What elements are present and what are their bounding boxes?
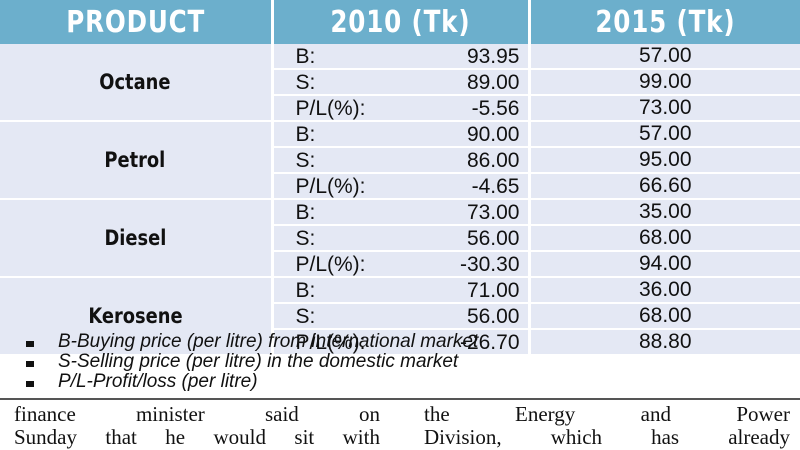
cell-2010: P/L(%): -5.56 [272, 95, 531, 122]
table-row: P/L(%): -26.70 88.80 [0, 329, 800, 356]
value-2015: 57.00 [529, 44, 800, 70]
value-2010: 56.00 [466, 227, 520, 250]
cell-2010: S: 56.00 [272, 303, 531, 330]
table-row: S: 56.00 68.00 [0, 303, 800, 330]
table-row: S: 56.00 68.00 [0, 225, 800, 252]
value-2015: 94.00 [529, 251, 800, 278]
legend-text: P/L-Profit/loss (per litre) [58, 371, 258, 392]
table-row: Octane B: 93.95 57.00 [0, 44, 800, 122]
divider [0, 398, 800, 400]
value-2010: -4.65 [471, 175, 520, 198]
row-label: S: [295, 305, 316, 328]
product-name: Diesel [0, 199, 274, 278]
bullet-icon [26, 381, 34, 387]
legend-item: P/L-Profit/loss (per litre) [26, 372, 478, 392]
product-name: Petrol [0, 121, 274, 200]
table-row: P/L(%): -4.65 66.60 [0, 173, 800, 200]
value-2015: 88.80 [529, 329, 800, 356]
bullet-icon [26, 341, 34, 347]
article-column-left: finance minister said on Sunday that he would s… [14, 403, 380, 449]
row-label: B: [295, 123, 316, 146]
row-label: B: [295, 201, 316, 224]
legend: B-Buying price (per litre) from internat… [26, 332, 478, 392]
article-line: finance minister said on [14, 402, 380, 426]
cell-2010: B: 93.95 [272, 44, 531, 70]
row-label: B: [295, 279, 316, 302]
value-2015: 35.00 [529, 199, 800, 226]
legend-item: B-Buying price (per litre) from internat… [26, 332, 478, 352]
cell-2010: B: 73.00 [272, 199, 531, 226]
table-row: S: 89.00 99.00 [0, 69, 800, 96]
cell-2010: S: 56.00 [272, 225, 531, 252]
value-2010: 73.00 [466, 201, 520, 224]
value-2015: 73.00 [529, 95, 800, 122]
row-label: S: [295, 149, 316, 172]
row-label: B: [295, 45, 316, 68]
cell-2010: P/L(%): -30.30 [272, 251, 531, 278]
article-column-right: the Energy and Power Division, which has alrea… [424, 403, 790, 449]
product-name: Octane [0, 44, 274, 122]
table-row: Diesel B: 73.00 35.00 [0, 199, 800, 278]
cell-2010: P/L(%): -26.70 [272, 329, 531, 356]
value-2015: 95.00 [529, 147, 800, 174]
value-2010: 86.00 [466, 149, 520, 172]
cell-2010: S: 86.00 [272, 147, 531, 174]
value-2010: -30.30 [459, 253, 520, 276]
value-2010: 93.95 [466, 45, 520, 68]
value-2015: 99.00 [529, 69, 800, 96]
value-2010: 89.00 [466, 71, 520, 94]
product-name: Kerosene [0, 277, 274, 356]
table-row: Kerosene B: 71.00 36.00 [0, 277, 800, 356]
row-label: P/L(%): [295, 331, 366, 354]
row-label: S: [295, 71, 316, 94]
value-2015: 36.00 [529, 277, 800, 304]
header-2010: 2010 (Tk) [272, 0, 531, 44]
article-line: Division, which has already [424, 425, 790, 449]
row-label: S: [295, 227, 316, 250]
cell-2010: B: 71.00 [272, 277, 531, 304]
table-row: P/L(%): -30.30 94.00 [0, 251, 800, 278]
cell-2010: B: 90.00 [272, 121, 531, 148]
row-label: P/L(%): [295, 253, 366, 276]
table-body: Octane B: 93.95 57.00 S: 89.00 99.00 P/L(%): -5.… [0, 44, 800, 356]
value-2010: 71.00 [466, 279, 520, 302]
value-2015: 68.00 [529, 225, 800, 252]
legend-text: S-Selling price (per litre) in the domes… [58, 351, 459, 372]
value-2015: 66.60 [529, 173, 800, 200]
row-label: P/L(%): [295, 97, 366, 120]
legend-text: B-Buying price (per litre) from internat… [58, 331, 479, 352]
article-line: Sunday that he would sit with [14, 425, 380, 449]
cell-2010: S: 89.00 [272, 69, 531, 96]
fuel-price-table: PRODUCT 2010 (Tk) 2015 (Tk) Octane B: 93.9… [0, 0, 800, 356]
header-2015: 2015 (Tk) [529, 0, 800, 44]
table-row: P/L(%): -5.56 73.00 [0, 95, 800, 122]
row-label: P/L(%): [295, 175, 366, 198]
table-row: S: 86.00 95.00 [0, 147, 800, 174]
value-2010: 90.00 [466, 123, 520, 146]
legend-item: S-Selling price (per litre) in the domes… [26, 352, 478, 372]
value-2010: -5.56 [471, 97, 520, 120]
bullet-icon [26, 361, 34, 367]
value-2015: 57.00 [529, 121, 800, 148]
value-2010: 56.00 [466, 305, 520, 328]
header-product: PRODUCT [0, 0, 274, 44]
value-2015: 68.00 [529, 303, 800, 330]
cell-2010: P/L(%): -4.65 [272, 173, 531, 200]
table-header-row: PRODUCT 2010 (Tk) 2015 (Tk) [0, 0, 800, 44]
article-line: the Energy and Power [424, 402, 790, 426]
table-row: Petrol B: 90.00 57.00 [0, 121, 800, 200]
value-2010: -26.70 [459, 331, 520, 354]
